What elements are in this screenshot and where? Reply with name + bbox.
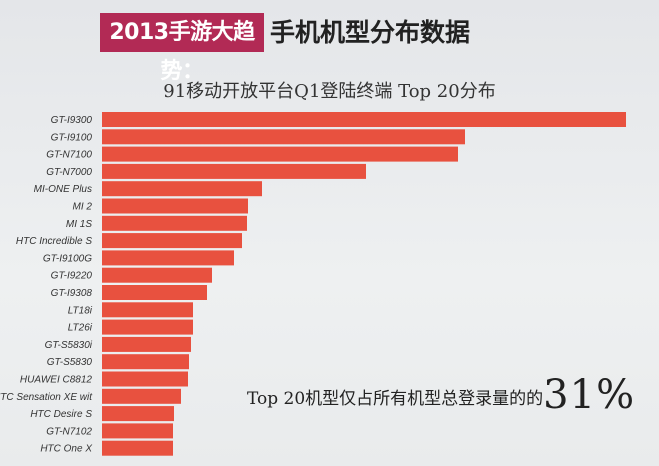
bar-13	[102, 336, 191, 352]
bar-19	[102, 440, 173, 456]
annotation: Top 20机型仅占所有机型总登录量的的31%	[247, 372, 635, 418]
category-label: GT-N7102	[46, 426, 92, 437]
bar-12	[102, 319, 193, 335]
bar-4	[102, 181, 262, 197]
category-label: MI 2	[73, 202, 93, 213]
category-label: HTC Sensation XE wit	[0, 392, 93, 403]
category-label: GT-I9100	[51, 132, 93, 143]
category-label: HTC Desire S	[30, 409, 92, 420]
bar-2	[102, 146, 458, 162]
bar-8	[102, 250, 234, 266]
bar-9	[102, 267, 212, 283]
category-label: HUAWEI C8812	[20, 375, 93, 386]
title-rest: 手机机型分布数据	[270, 18, 471, 47]
category-label: GT-I9100G	[43, 253, 92, 264]
bar-14	[102, 354, 189, 370]
chart-title: 91移动开放平台Q1登陆终端 Top 20分布	[163, 81, 496, 102]
category-label: HTC One X	[40, 444, 92, 455]
category-label: GT-S5830	[47, 357, 93, 368]
bar-1	[102, 129, 465, 145]
title-highlight: 2013手游大趋势：	[100, 13, 264, 84]
bar-15	[102, 371, 188, 387]
category-label: GT-I9220	[51, 271, 93, 282]
category-label: GT-N7000	[46, 167, 92, 178]
category-label: GT-N7100	[46, 150, 92, 161]
category-label: LT26i	[68, 323, 93, 334]
bar-17	[102, 406, 174, 422]
bar-6	[102, 215, 247, 231]
category-label: HTC Incredible S	[16, 236, 92, 247]
bar-16	[102, 388, 181, 404]
category-label: GT-S5830i	[45, 340, 93, 351]
bar-0	[102, 112, 626, 127]
annotation-highlight: 31%	[543, 372, 636, 418]
bar-11	[102, 302, 193, 318]
category-label: GT-I9308	[51, 288, 93, 299]
bar-10	[102, 285, 207, 300]
category-label: MI-ONE Plus	[34, 184, 92, 195]
category-label: GT-I9300	[51, 115, 93, 126]
category-label: LT18i	[68, 305, 93, 316]
bar-5	[102, 198, 248, 214]
bar-7	[102, 233, 242, 249]
bar-3	[102, 163, 366, 179]
category-label: MI 1S	[66, 219, 92, 230]
bar-18	[102, 423, 173, 439]
annotation-text: Top 20机型仅占所有机型总登录量的的	[247, 389, 544, 409]
